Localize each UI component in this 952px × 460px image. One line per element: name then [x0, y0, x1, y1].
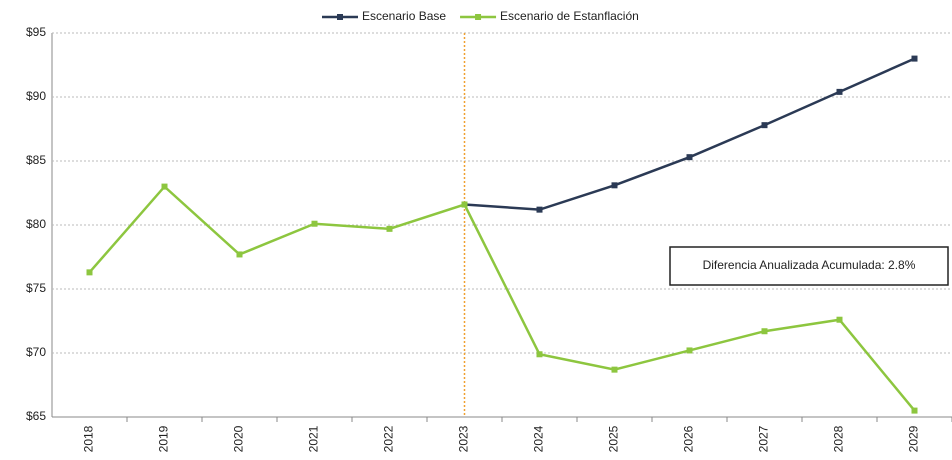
point — [911, 407, 918, 414]
point — [536, 351, 543, 358]
x-tick-label: 2028 — [832, 425, 846, 452]
point — [836, 88, 843, 95]
y-tick-label: $80 — [26, 217, 46, 231]
x-tick-label: 2020 — [232, 425, 246, 452]
point — [461, 201, 468, 208]
point — [611, 366, 618, 373]
legend-label: Escenario Base — [362, 9, 446, 23]
annotation-box — [669, 246, 949, 286]
x-tick-label: 2026 — [682, 425, 696, 452]
point — [161, 183, 168, 190]
x-tick-label: 2022 — [382, 425, 396, 452]
y-tick-label: $90 — [26, 89, 46, 103]
x-tick-label: 2027 — [757, 425, 771, 452]
x-tick-label: 2019 — [157, 425, 171, 452]
x-tick-label: 2023 — [457, 425, 471, 452]
point — [761, 328, 768, 335]
x-tick-label: 2021 — [307, 425, 321, 452]
y-tick-label: $65 — [26, 409, 46, 423]
x-tick-label: 2029 — [907, 425, 921, 452]
y-tick-label: $85 — [26, 153, 46, 167]
legend-marker — [337, 14, 343, 20]
point — [536, 206, 543, 213]
series-line — [464, 57, 916, 211]
y-tick-label: $70 — [26, 345, 46, 359]
annotation: Diferencia Anualizada Acumulada: 2.8% — [703, 258, 916, 272]
point — [311, 220, 318, 227]
point — [836, 316, 843, 323]
x-tick-label: 2025 — [607, 425, 621, 452]
y-tick-label: $75 — [26, 281, 46, 295]
point — [86, 269, 93, 276]
legend-marker — [475, 14, 482, 20]
point — [236, 251, 243, 258]
point — [911, 55, 918, 62]
y-tick-label: $95 — [26, 25, 46, 39]
point — [761, 122, 768, 129]
x-tick-label: 2018 — [82, 425, 96, 452]
point — [686, 347, 693, 354]
legend-label: Escenario de Estanflación — [500, 9, 639, 23]
point — [386, 225, 393, 232]
point — [611, 182, 618, 189]
point — [686, 154, 693, 161]
series-line — [88, 184, 916, 412]
x-tick-label: 2024 — [532, 425, 546, 452]
